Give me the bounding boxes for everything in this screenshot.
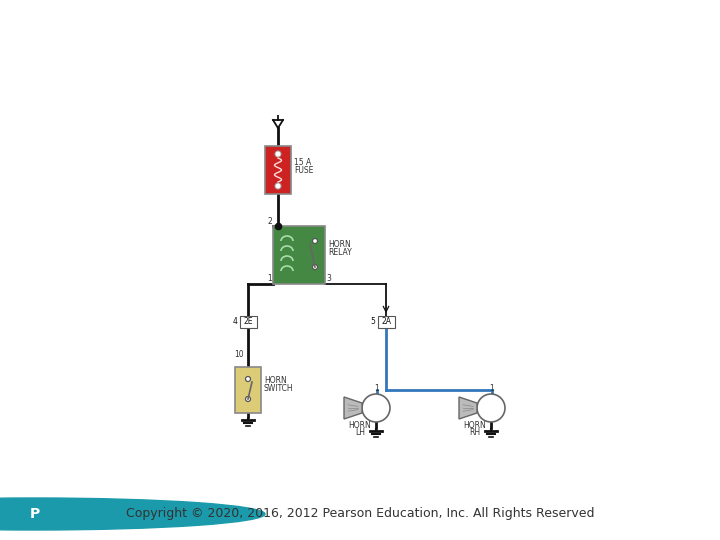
Text: HORN: HORN	[264, 376, 287, 385]
Text: 1: 1	[374, 384, 379, 393]
Text: 5: 5	[371, 318, 376, 327]
Text: 1: 1	[267, 274, 272, 283]
Circle shape	[275, 183, 281, 189]
Text: Figure 45.29 A horn circuit. Note that the relay contacts
supply the heavy curre: Figure 45.29 A horn circuit. Note that t…	[13, 8, 607, 98]
FancyBboxPatch shape	[377, 316, 395, 328]
Text: P: P	[30, 507, 40, 521]
Polygon shape	[459, 397, 477, 419]
Text: FUSE: FUSE	[294, 166, 313, 175]
Text: RH: RH	[469, 428, 480, 437]
FancyBboxPatch shape	[265, 146, 291, 194]
Circle shape	[246, 376, 251, 381]
FancyBboxPatch shape	[273, 226, 325, 284]
Text: HORN: HORN	[328, 240, 351, 249]
Circle shape	[275, 151, 281, 157]
Text: 2A: 2A	[381, 318, 391, 327]
Text: SWITCH: SWITCH	[264, 384, 294, 393]
Text: 1: 1	[490, 384, 495, 393]
Circle shape	[477, 394, 505, 422]
Text: HORN: HORN	[464, 421, 487, 430]
Text: 2: 2	[267, 217, 272, 226]
Polygon shape	[344, 397, 362, 419]
FancyBboxPatch shape	[235, 367, 261, 413]
Text: 2E: 2E	[243, 318, 253, 327]
Text: Pearson: Pearson	[68, 508, 125, 521]
Circle shape	[246, 396, 251, 402]
Circle shape	[362, 394, 390, 422]
Text: 4: 4	[233, 318, 238, 327]
Circle shape	[312, 239, 318, 244]
Text: RELAY: RELAY	[328, 248, 352, 257]
Text: Copyright © 2020, 2016, 2012 Pearson Education, Inc. All Rights Reserved: Copyright © 2020, 2016, 2012 Pearson Edu…	[126, 508, 594, 521]
FancyBboxPatch shape	[240, 316, 256, 328]
Text: 3: 3	[326, 274, 331, 283]
Text: 10: 10	[235, 350, 244, 359]
Text: 15 A: 15 A	[294, 158, 311, 167]
Circle shape	[0, 498, 265, 530]
Circle shape	[312, 265, 318, 269]
Text: LH: LH	[355, 428, 365, 437]
Text: HORN: HORN	[348, 421, 372, 430]
